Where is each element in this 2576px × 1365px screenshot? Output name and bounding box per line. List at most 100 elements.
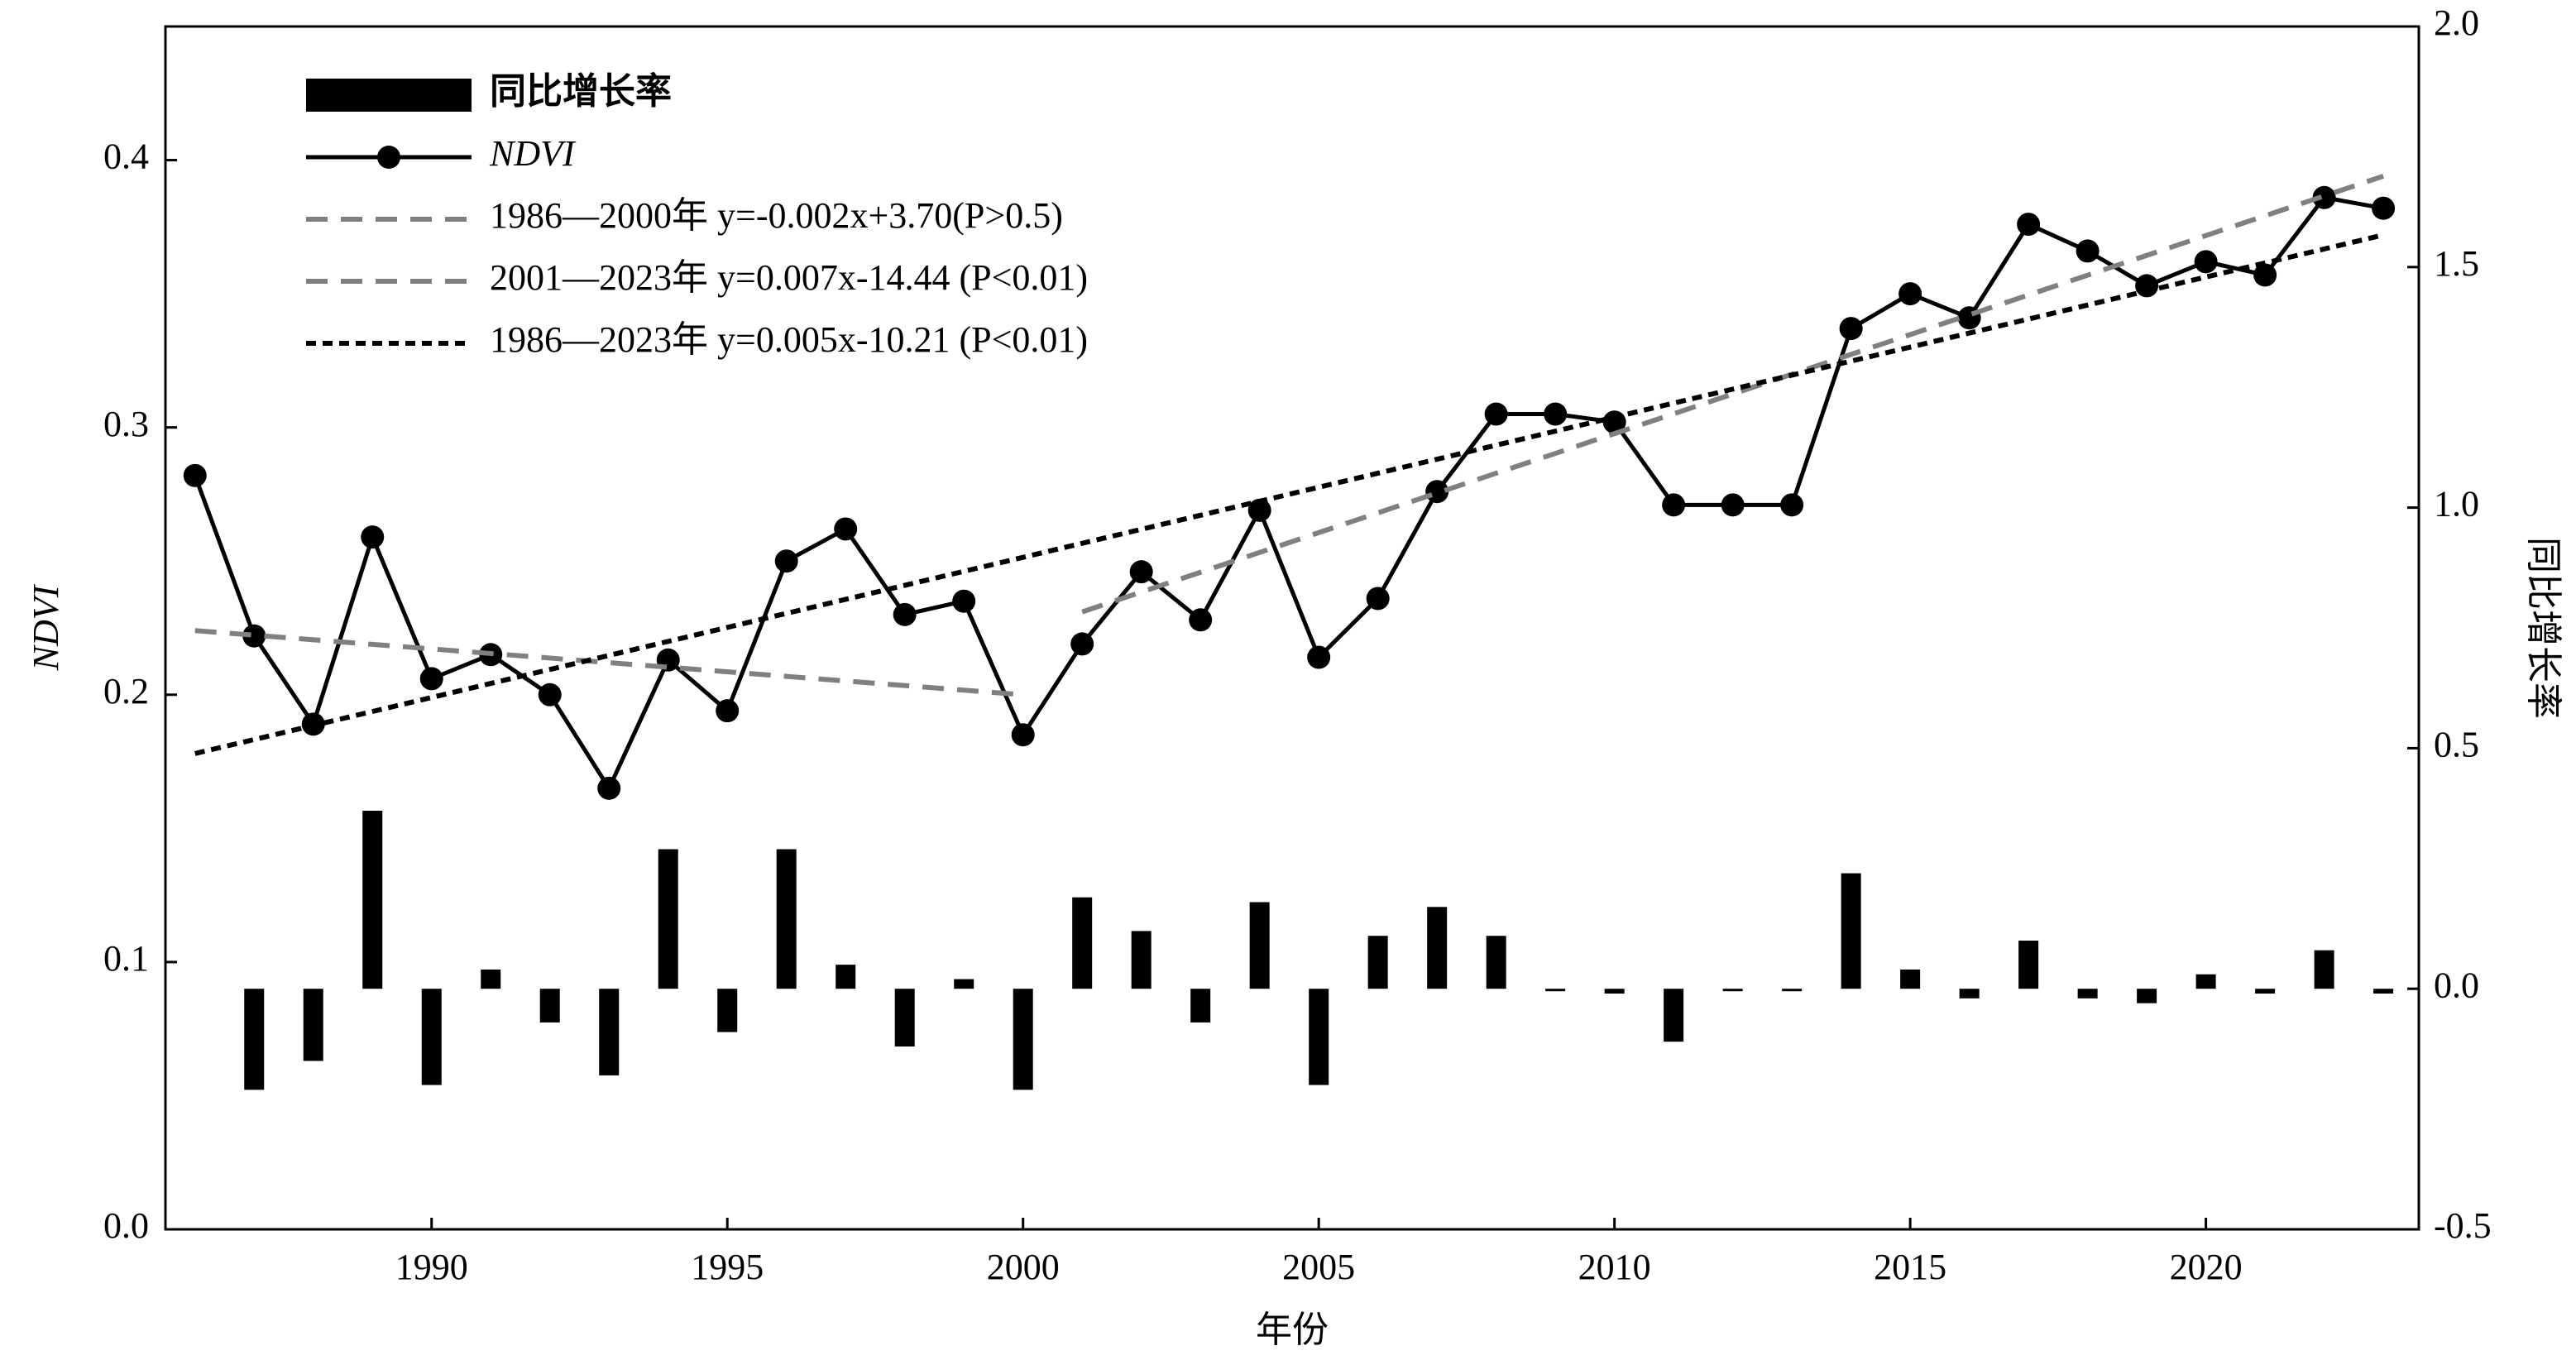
legend-label: NDVI bbox=[489, 133, 577, 174]
x-tick-label: 1995 bbox=[691, 1247, 764, 1287]
y-axis-label: NDVI bbox=[26, 583, 66, 671]
point bbox=[361, 525, 385, 549]
x-tick-label: 2010 bbox=[1578, 1247, 1651, 1287]
trend-line bbox=[1081, 174, 2385, 615]
bar bbox=[1190, 989, 1211, 1023]
y2-tick-label: -0.5 bbox=[2434, 1205, 2492, 1246]
y2-tick-label: 1.5 bbox=[2434, 243, 2479, 284]
x-tick-label: 2020 bbox=[2170, 1247, 2243, 1287]
point bbox=[774, 549, 798, 573]
legend-label: 同比增长率 bbox=[490, 71, 672, 112]
legend-label: 2001—2023年 y=0.007x-14.44 (P<0.01) bbox=[490, 257, 1088, 298]
bar bbox=[1367, 936, 1388, 989]
point bbox=[1721, 493, 1745, 517]
point bbox=[952, 589, 976, 613]
x-tick-label: 1990 bbox=[395, 1247, 468, 1287]
bar bbox=[1664, 989, 1684, 1042]
bar bbox=[1604, 989, 1625, 994]
x-tick-label: 2015 bbox=[1874, 1247, 1946, 1287]
bar bbox=[1131, 931, 1152, 989]
x-tick-label: 2000 bbox=[987, 1247, 1060, 1287]
bar bbox=[1072, 897, 1093, 989]
bar bbox=[954, 979, 974, 989]
bar bbox=[2373, 989, 2394, 994]
point bbox=[1662, 493, 1686, 517]
y2-tick-label: 0.0 bbox=[2434, 965, 2479, 1005]
bar bbox=[1309, 989, 1329, 1085]
y2-tick-label: 0.5 bbox=[2434, 724, 2479, 764]
bar bbox=[599, 989, 620, 1075]
bar bbox=[1722, 989, 1743, 992]
bar bbox=[1486, 936, 1506, 989]
trend-line bbox=[194, 628, 1023, 697]
bar bbox=[303, 989, 323, 1061]
bar bbox=[2018, 941, 2039, 989]
bar bbox=[1249, 902, 1270, 989]
line bbox=[193, 195, 2384, 793]
bar bbox=[894, 989, 915, 1046]
x-axis-label: 年份 bbox=[1256, 1310, 1329, 1350]
point bbox=[242, 624, 266, 648]
point bbox=[1366, 587, 1390, 611]
legend-label: 1986—2023年 y=0.005x-10.21 (P<0.01) bbox=[490, 319, 1088, 360]
bar bbox=[2255, 989, 2276, 994]
bar bbox=[1782, 989, 1803, 992]
legend-swatch bbox=[306, 79, 472, 112]
bar bbox=[1959, 989, 1980, 999]
point bbox=[1247, 498, 1271, 522]
y2-tick-label: 1.0 bbox=[2434, 484, 2479, 524]
point bbox=[597, 776, 621, 800]
y2-tick-label: 2.0 bbox=[2434, 2, 2479, 43]
bar bbox=[244, 989, 265, 1090]
point bbox=[1129, 560, 1153, 584]
point bbox=[1484, 402, 1508, 426]
trend-line bbox=[194, 232, 2384, 756]
point bbox=[1189, 608, 1213, 632]
plot-frame bbox=[164, 25, 2420, 1231]
y-tick-label: 0.4 bbox=[103, 136, 149, 177]
bar bbox=[481, 969, 501, 989]
bar bbox=[2314, 950, 2334, 989]
point bbox=[893, 602, 917, 626]
y-tick-label: 0.3 bbox=[103, 404, 149, 444]
bar bbox=[1013, 989, 1033, 1090]
point bbox=[183, 463, 207, 487]
y-tick-label: 0.0 bbox=[103, 1205, 149, 1246]
point bbox=[419, 667, 443, 691]
bar bbox=[836, 965, 856, 989]
bar bbox=[2195, 974, 2216, 989]
legend-label: 1986—2000年 y=-0.002x+3.70(P>0.5) bbox=[490, 195, 1063, 236]
bar bbox=[1545, 989, 1566, 992]
point bbox=[2017, 213, 2041, 237]
legend-marker bbox=[377, 146, 400, 169]
point bbox=[538, 682, 562, 706]
bar bbox=[1427, 907, 1448, 989]
y2-axis-label: 同比增长率 bbox=[2523, 537, 2564, 719]
y-tick-label: 0.2 bbox=[103, 671, 149, 711]
bar bbox=[2077, 989, 2098, 999]
point bbox=[1898, 282, 1922, 306]
bar bbox=[658, 849, 678, 989]
point bbox=[834, 517, 858, 541]
bar bbox=[776, 849, 797, 989]
point bbox=[2076, 239, 2100, 263]
point bbox=[1307, 645, 1331, 669]
point bbox=[716, 699, 740, 723]
bar bbox=[1841, 873, 1861, 989]
bar bbox=[1900, 969, 1921, 989]
bar bbox=[717, 989, 738, 1032]
point bbox=[1011, 723, 1035, 747]
bar bbox=[421, 989, 442, 1085]
point bbox=[1839, 317, 1863, 341]
y-tick-label: 0.1 bbox=[103, 938, 149, 979]
point bbox=[1780, 493, 1804, 517]
point bbox=[2312, 185, 2336, 209]
point bbox=[2135, 274, 2159, 298]
point bbox=[1070, 632, 1094, 656]
bar bbox=[539, 989, 560, 1023]
bar bbox=[2137, 989, 2157, 1003]
point bbox=[2372, 196, 2396, 220]
point bbox=[2253, 263, 2277, 287]
bar bbox=[362, 811, 383, 989]
